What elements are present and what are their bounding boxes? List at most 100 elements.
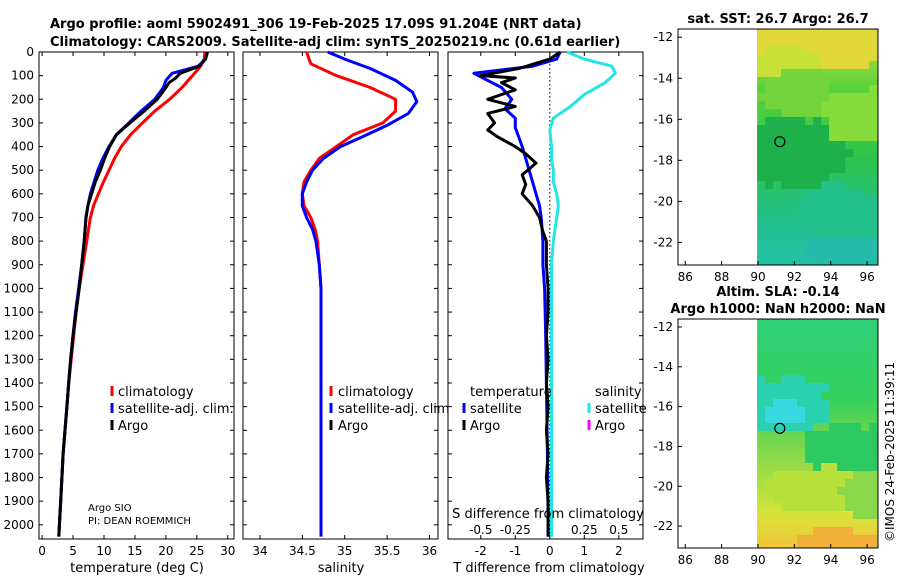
field-cell — [845, 29, 854, 37]
field-cell — [757, 173, 766, 181]
field-cell — [797, 149, 806, 157]
field-cell — [797, 133, 806, 141]
field-cell — [773, 149, 782, 157]
field-cell — [813, 149, 822, 157]
field-cell — [797, 93, 806, 101]
float-position-marker — [774, 136, 786, 148]
field-cell — [789, 117, 798, 125]
field-cell — [805, 29, 814, 37]
field-cell — [805, 471, 814, 479]
field-cell — [789, 133, 798, 141]
field-cell — [797, 101, 806, 109]
field-cell — [861, 229, 870, 237]
field-cell — [821, 165, 830, 173]
field-cell — [837, 157, 846, 165]
field-cell — [845, 261, 854, 265]
field-cell — [861, 221, 870, 229]
field-cell — [829, 181, 838, 189]
field-cell — [781, 503, 790, 511]
field-cell — [837, 125, 846, 133]
field-cell — [869, 455, 878, 463]
field-cell — [829, 479, 838, 487]
x-tick-label: 34 — [252, 544, 267, 558]
field-cell — [869, 463, 878, 471]
field-cell — [765, 29, 774, 37]
field-cell — [765, 423, 774, 431]
field-cell — [805, 245, 814, 253]
field-cell — [861, 37, 870, 45]
field-cell — [813, 431, 822, 439]
field-cell — [821, 261, 830, 265]
field-cell — [765, 407, 774, 415]
field-cell — [797, 181, 806, 189]
field-cell — [789, 383, 798, 391]
field-cell — [813, 535, 822, 543]
salinity-legend: climatology satellite-adj. clim. Argo — [329, 385, 454, 434]
y-tick-label: 1700 — [3, 447, 34, 461]
field-cell — [789, 471, 798, 479]
field-cell — [861, 439, 870, 447]
field-cell — [789, 29, 798, 37]
field-cell — [821, 213, 830, 221]
field-cell — [829, 471, 838, 479]
field-cell — [837, 205, 846, 213]
y-tick-label: 700 — [11, 210, 34, 224]
legend-salinity-title: salinity — [595, 385, 642, 400]
y-tick-label: 1900 — [3, 494, 34, 508]
field-cell — [781, 77, 790, 85]
field-cell — [837, 45, 846, 53]
field-cell — [853, 93, 862, 101]
field-cell — [869, 213, 878, 221]
y-tick-label: -20 — [653, 479, 673, 493]
field-cell — [829, 423, 838, 431]
field-cell — [845, 197, 854, 205]
field-cell — [861, 53, 870, 61]
field-cell — [813, 165, 822, 173]
field-cell — [797, 495, 806, 503]
field-cell — [789, 149, 798, 157]
field-cell — [805, 535, 814, 543]
field-cell — [837, 229, 846, 237]
field-cell — [853, 53, 862, 61]
field-cell — [829, 495, 838, 503]
side-credit: ©IMOS 24-Feb-2025 11:39:11 — [883, 362, 897, 542]
field-cell — [757, 415, 766, 423]
field-cell — [829, 253, 838, 261]
field-cell — [805, 221, 814, 229]
field-cell — [853, 109, 862, 117]
field-cell — [805, 77, 814, 85]
field-cell — [837, 149, 846, 157]
field-cell — [781, 125, 790, 133]
field-cell — [797, 117, 806, 125]
y-tick-label: -12 — [653, 30, 673, 44]
field-cell — [837, 109, 846, 117]
field-cell — [789, 45, 798, 53]
x-tick-label: 88 — [714, 270, 729, 284]
x-tick-label: 96 — [859, 270, 874, 284]
field-cell — [781, 391, 790, 399]
x-tick-label: 0 — [38, 544, 46, 558]
x-tick-label: 88 — [714, 553, 729, 567]
field-cell — [821, 53, 830, 61]
field-cell — [821, 447, 830, 455]
field-cell — [861, 61, 870, 69]
field-cell — [845, 61, 854, 69]
field-cell — [829, 213, 838, 221]
field-cell — [765, 399, 774, 407]
field-cell — [789, 479, 798, 487]
field-cell — [765, 181, 774, 189]
field-cell — [765, 415, 774, 423]
field-cell — [853, 133, 862, 141]
field-cell — [757, 29, 766, 37]
field-cell — [805, 141, 814, 149]
field-cell — [869, 29, 878, 37]
x-tick-label: 86 — [678, 553, 693, 567]
y-tick-label: 1100 — [3, 305, 34, 319]
field-cell — [829, 261, 838, 265]
field-cell — [789, 391, 798, 399]
field-cell — [813, 205, 822, 213]
field-cell — [765, 101, 774, 109]
field-cell — [869, 423, 878, 431]
field-cell — [829, 101, 838, 109]
field-cell — [853, 101, 862, 109]
